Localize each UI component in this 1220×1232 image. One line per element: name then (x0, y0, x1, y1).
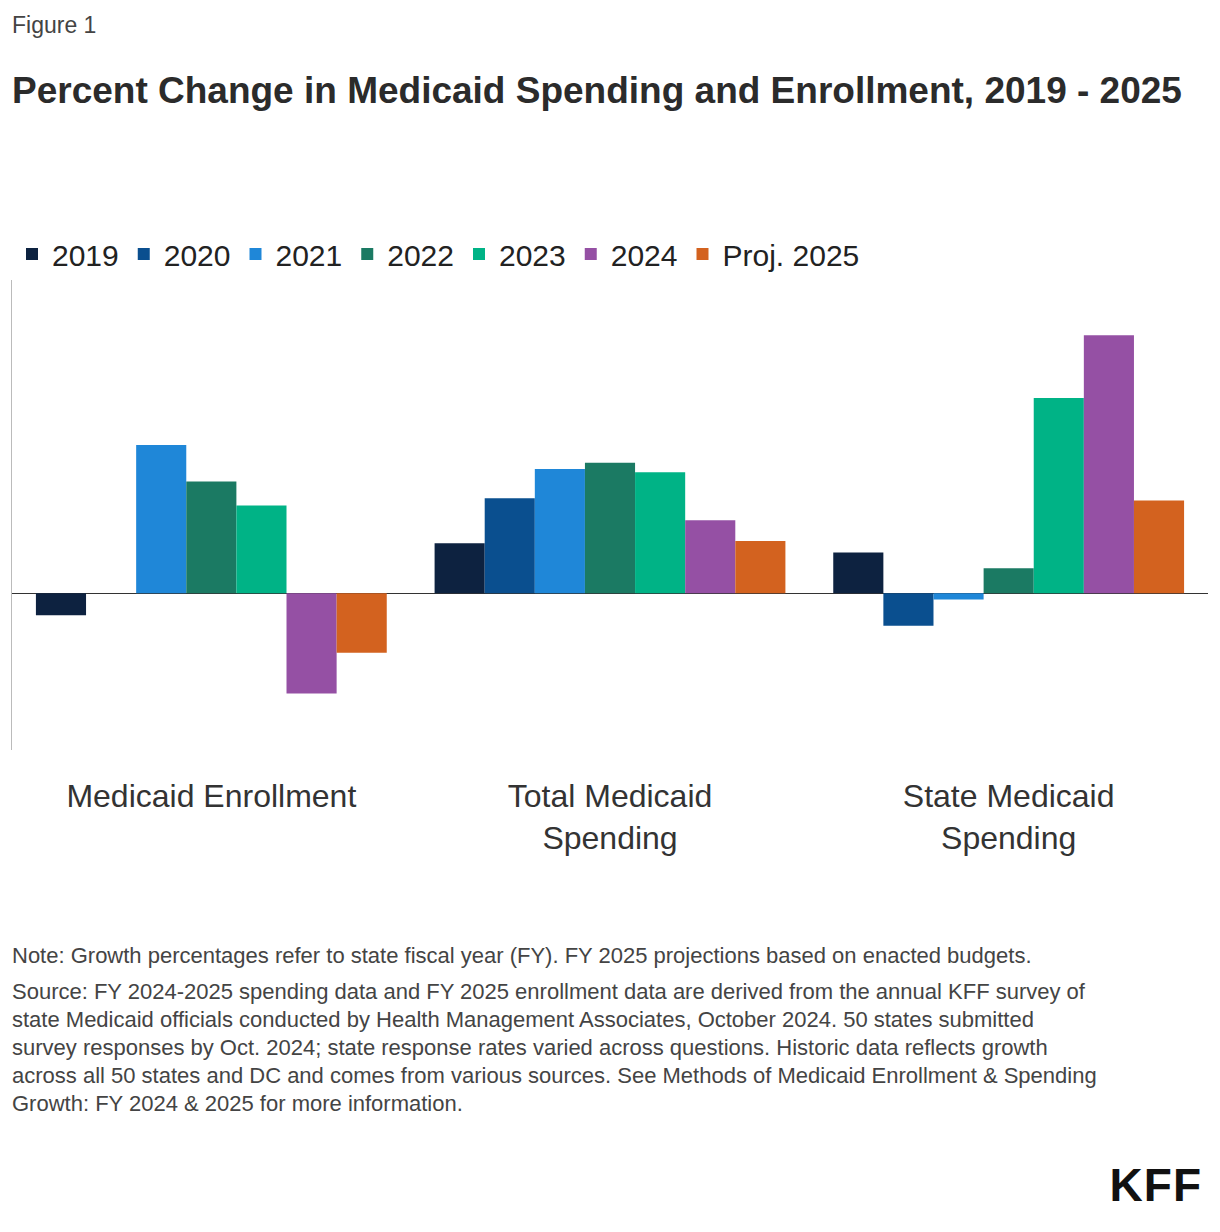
html-text:KFF: KFF (1109, 1159, 1202, 1211)
svg-text:Proj. 2025: Proj. 2025 (723, 239, 860, 272)
svg-text:State MedicaidSpending: State MedicaidSpending (903, 778, 1115, 856)
svg-text:2023: 2023 (499, 239, 566, 272)
svg-text:2021: 2021 (276, 239, 343, 272)
svg-text:2019: 2019 (52, 239, 119, 272)
svg-text:Total MedicaidSpending: Total MedicaidSpending (508, 778, 713, 856)
html-text:Note: Growth percentages refer: Note: Growth percentages refer to state … (12, 943, 1032, 968)
html-text:Percent Change in Medicaid Spe: Percent Change in Medicaid Spending and … (12, 70, 1182, 111)
svg-text:Medicaid Enrollment: Medicaid Enrollment (66, 778, 356, 814)
svg-text:2020: 2020 (164, 239, 231, 272)
svg-text:2022: 2022 (387, 239, 454, 272)
html-text:Figure 1: Figure 1 (12, 12, 97, 38)
svg-text:2024: 2024 (611, 239, 678, 272)
html-text:Source: FY 2024-2025 spending: Source: FY 2024-2025 spending data and F… (12, 979, 1097, 1116)
